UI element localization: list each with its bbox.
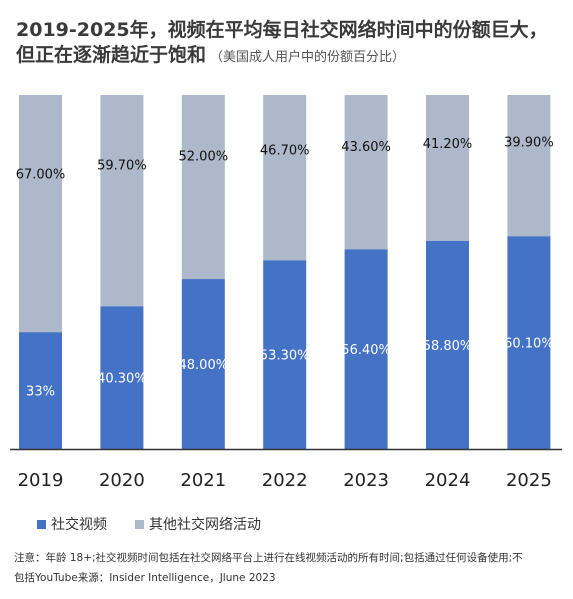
bar-other-activity-2023	[344, 95, 388, 250]
legend-swatch-other-activity	[135, 519, 144, 529]
chart-subtitle: （美国成人用户中的份额百分比）	[210, 50, 406, 65]
x-tick-label-2022: 2022	[262, 470, 308, 491]
bar-social-video-2019	[19, 332, 62, 449]
legend-item-other-activity: 其他社交网络活动	[135, 514, 261, 534]
bar-social-video-2020	[100, 306, 144, 449]
title-line-2: 但正在逐渐趋近于饱和 （美国成人用户中的份额百分比）	[16, 43, 564, 70]
data-label-other-activity-2019: 67.00%	[16, 167, 66, 182]
data-label-social-video-2020: 40.30%	[97, 372, 147, 387]
data-label-social-video-2025: 60.10%	[504, 337, 554, 352]
chart-title: 2019-2025年，视频在平均每日社交网络时间中的份额巨大， 但正在逐渐趋近于…	[16, 18, 564, 70]
data-label-other-activity-2022: 46.70%	[260, 144, 310, 159]
bar-other-activity-2024	[426, 95, 469, 241]
x-tick-label-2024: 2024	[425, 470, 471, 491]
note-line-2: 包括YouTube来源：Insider Intelligence，Jlune 2…	[14, 572, 276, 584]
data-label-social-video-2019: 33%	[26, 385, 55, 400]
bar-social-video-2021	[181, 279, 225, 449]
chart-legend: 社交视频 其他社交网络活动	[37, 514, 289, 534]
bar-social-video-2023	[344, 249, 388, 449]
source-note: 注意：年龄 18+;社交视频时间包括在社交网络平台上进行在线视频活动的所有时间;…	[14, 548, 566, 588]
bar-social-video-2025	[507, 236, 551, 449]
x-tick-label-2019: 2019	[18, 470, 64, 491]
x-tick-label-2025: 2025	[506, 470, 552, 491]
data-label-social-video-2024: 58.80%	[423, 339, 473, 354]
data-label-social-video-2021: 48.00%	[179, 358, 229, 373]
legend-label-social-video: 社交视频	[51, 517, 107, 533]
x-tick-label-2021: 2021	[180, 470, 226, 491]
data-label-other-activity-2021: 52.00%	[179, 150, 229, 165]
bar-other-activity-2022	[263, 95, 307, 261]
data-label-other-activity-2024: 41.20%	[423, 137, 473, 152]
data-label-social-video-2023: 56.40%	[341, 343, 391, 358]
data-label-other-activity-2023: 43.60%	[341, 140, 391, 155]
bar-other-activity-2025	[507, 95, 551, 237]
data-label-other-activity-2025: 39.90%	[504, 136, 554, 151]
legend-item-social-video: 社交视频	[37, 514, 107, 534]
stacked-bar-chart: 67.00% 33% 2019 59.70% 40.30% 2020 52.00% 48.00…	[10, 95, 562, 491]
data-label-social-video-2022: 53.30%	[260, 349, 310, 364]
bar-other-activity-2021	[181, 95, 225, 280]
x-tick-label-2020: 2020	[99, 470, 145, 491]
note-line-1: 注意：年龄 18+;社交视频时间包括在社交网络平台上进行在线视频活动的所有时间;…	[14, 552, 523, 564]
bar-social-video-2022	[263, 260, 307, 449]
bar-other-activity-2020	[100, 95, 144, 307]
title-line-1: 2019-2025年，视频在平均每日社交网络时间中的份额巨大，	[16, 19, 548, 41]
legend-swatch-social-video	[37, 519, 46, 529]
title-line-2-text: 但正在逐渐趋近于饱和	[16, 44, 207, 66]
legend-label-other-activity: 其他社交网络活动	[149, 517, 261, 533]
x-tick-label-2023: 2023	[343, 470, 389, 491]
bar-social-video-2024	[426, 240, 469, 449]
bar-other-activity-2019	[19, 95, 62, 333]
data-label-other-activity-2020: 59.70%	[97, 159, 147, 174]
